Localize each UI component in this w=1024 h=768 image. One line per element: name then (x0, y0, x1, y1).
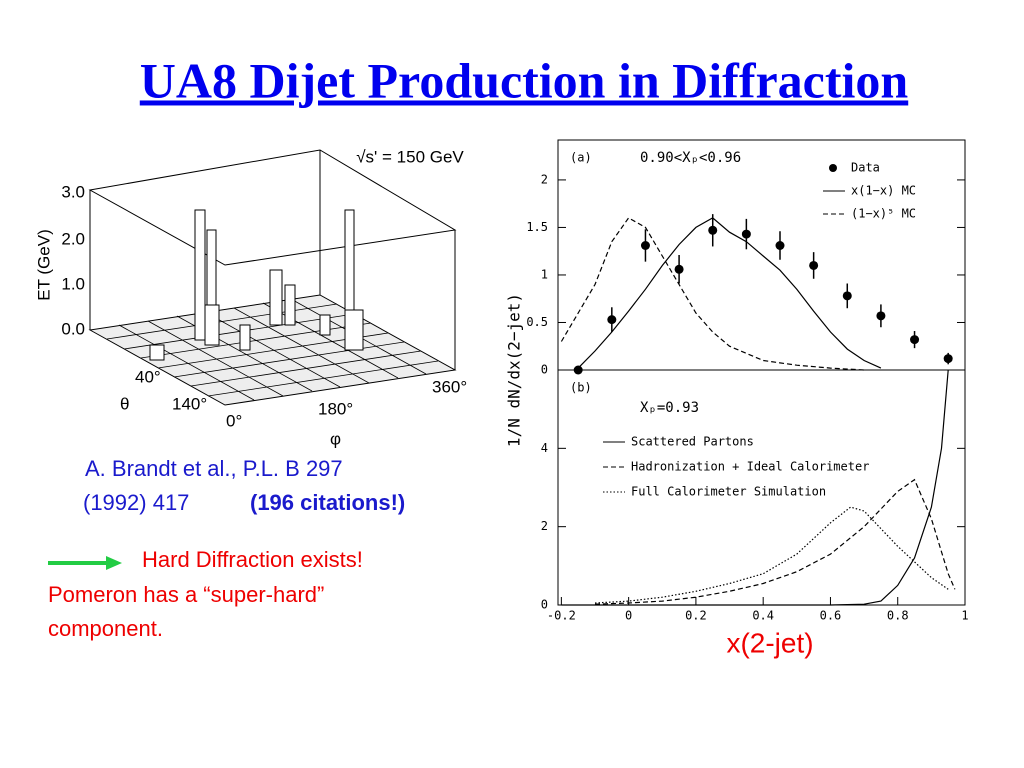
panel-label: (b) (570, 381, 592, 395)
curve (561, 369, 949, 606)
legend-entry: Full Calorimeter Simulation (631, 485, 826, 499)
data-point (809, 260, 819, 270)
citation-highlight: (196 citations!) (250, 490, 405, 515)
y-tick-label: 4 (541, 441, 548, 455)
citation-line: (1992) 417 (83, 490, 189, 515)
conclusion-line: component. (48, 616, 163, 641)
lego-plot (88, 149, 457, 406)
z-tick-label: 2.0 (61, 229, 85, 248)
panel-label: (a) (570, 151, 592, 165)
x-axis-title: x(2-jet) (726, 627, 813, 658)
data-point (775, 240, 785, 250)
legend-entry: x(1−x) MC (851, 184, 916, 198)
theta-tick-label: 140° (172, 394, 207, 413)
theta-label: θ (120, 394, 129, 413)
x-tick-label: 0.8 (887, 609, 909, 623)
data-point (943, 354, 953, 364)
x-tick-label: -0.2 (547, 609, 576, 623)
data-point (674, 264, 684, 274)
z-axis-label: ET (GeV) (34, 229, 53, 300)
x-tick-label: 0.2 (685, 609, 707, 623)
phi-label: φ (330, 429, 341, 448)
curve (577, 217, 882, 369)
y-tick-label: 0 (541, 598, 548, 612)
phi-tick-label: 360° (432, 377, 467, 396)
curve (594, 478, 956, 605)
y-tick-label: 2 (541, 519, 548, 533)
data-point (876, 311, 886, 321)
data-point (910, 335, 920, 345)
x-tick-label: 0.6 (820, 609, 842, 623)
conclusion-line: Pomeron has a “super-hard” (48, 582, 324, 607)
y-tick-label: 1 (541, 267, 548, 281)
phi-tick-label: 180° (318, 399, 353, 418)
z-tick-label: 1.0 (61, 274, 85, 293)
conclusion-line: Hard Diffraction exists! (142, 547, 363, 572)
legend-entry: Data (851, 161, 880, 175)
energy-label: √s' = 150 GeV (356, 147, 464, 166)
curve (560, 217, 865, 371)
legend-marker (829, 164, 837, 172)
data-point (607, 315, 617, 325)
arrow (48, 556, 122, 570)
z-tick-label: 3.0 (61, 182, 85, 201)
y-tick-label: 0.5 (526, 315, 548, 329)
x-tick-label: 1 (961, 609, 968, 623)
curve (594, 506, 949, 604)
y-tick-label: 1.5 (526, 220, 548, 234)
x-tick-label: 0.4 (752, 609, 774, 623)
phi-tick-label: 0° (226, 411, 242, 430)
y-axis-title: 1/N dN/dx(2−jet) (505, 293, 524, 447)
y-tick-label: 0 (541, 363, 548, 377)
legend-entry: Hadronization + Ideal Calorimeter (631, 460, 869, 474)
panel-condition: 0.90<Xₚ<0.96 (640, 150, 741, 166)
legend-entry: Scattered Partons (631, 435, 754, 449)
data-point (708, 225, 718, 235)
data-point (640, 240, 650, 250)
x-tick-label: 0 (625, 609, 632, 623)
z-tick-label: 0.0 (61, 319, 85, 338)
y-tick-label: 2 (541, 172, 548, 186)
slide-title: UA8 Dijet Production in Diffraction (140, 52, 909, 108)
citation-line: A. Brandt et al., P.L. B 297 (85, 456, 343, 481)
panel-condition: Xₚ=0.93 (640, 400, 699, 416)
legend-entry: (1−x)⁵ MC (851, 207, 916, 221)
data-point (842, 291, 852, 301)
theta-tick-label: 40° (135, 367, 161, 386)
data-point (741, 229, 751, 239)
